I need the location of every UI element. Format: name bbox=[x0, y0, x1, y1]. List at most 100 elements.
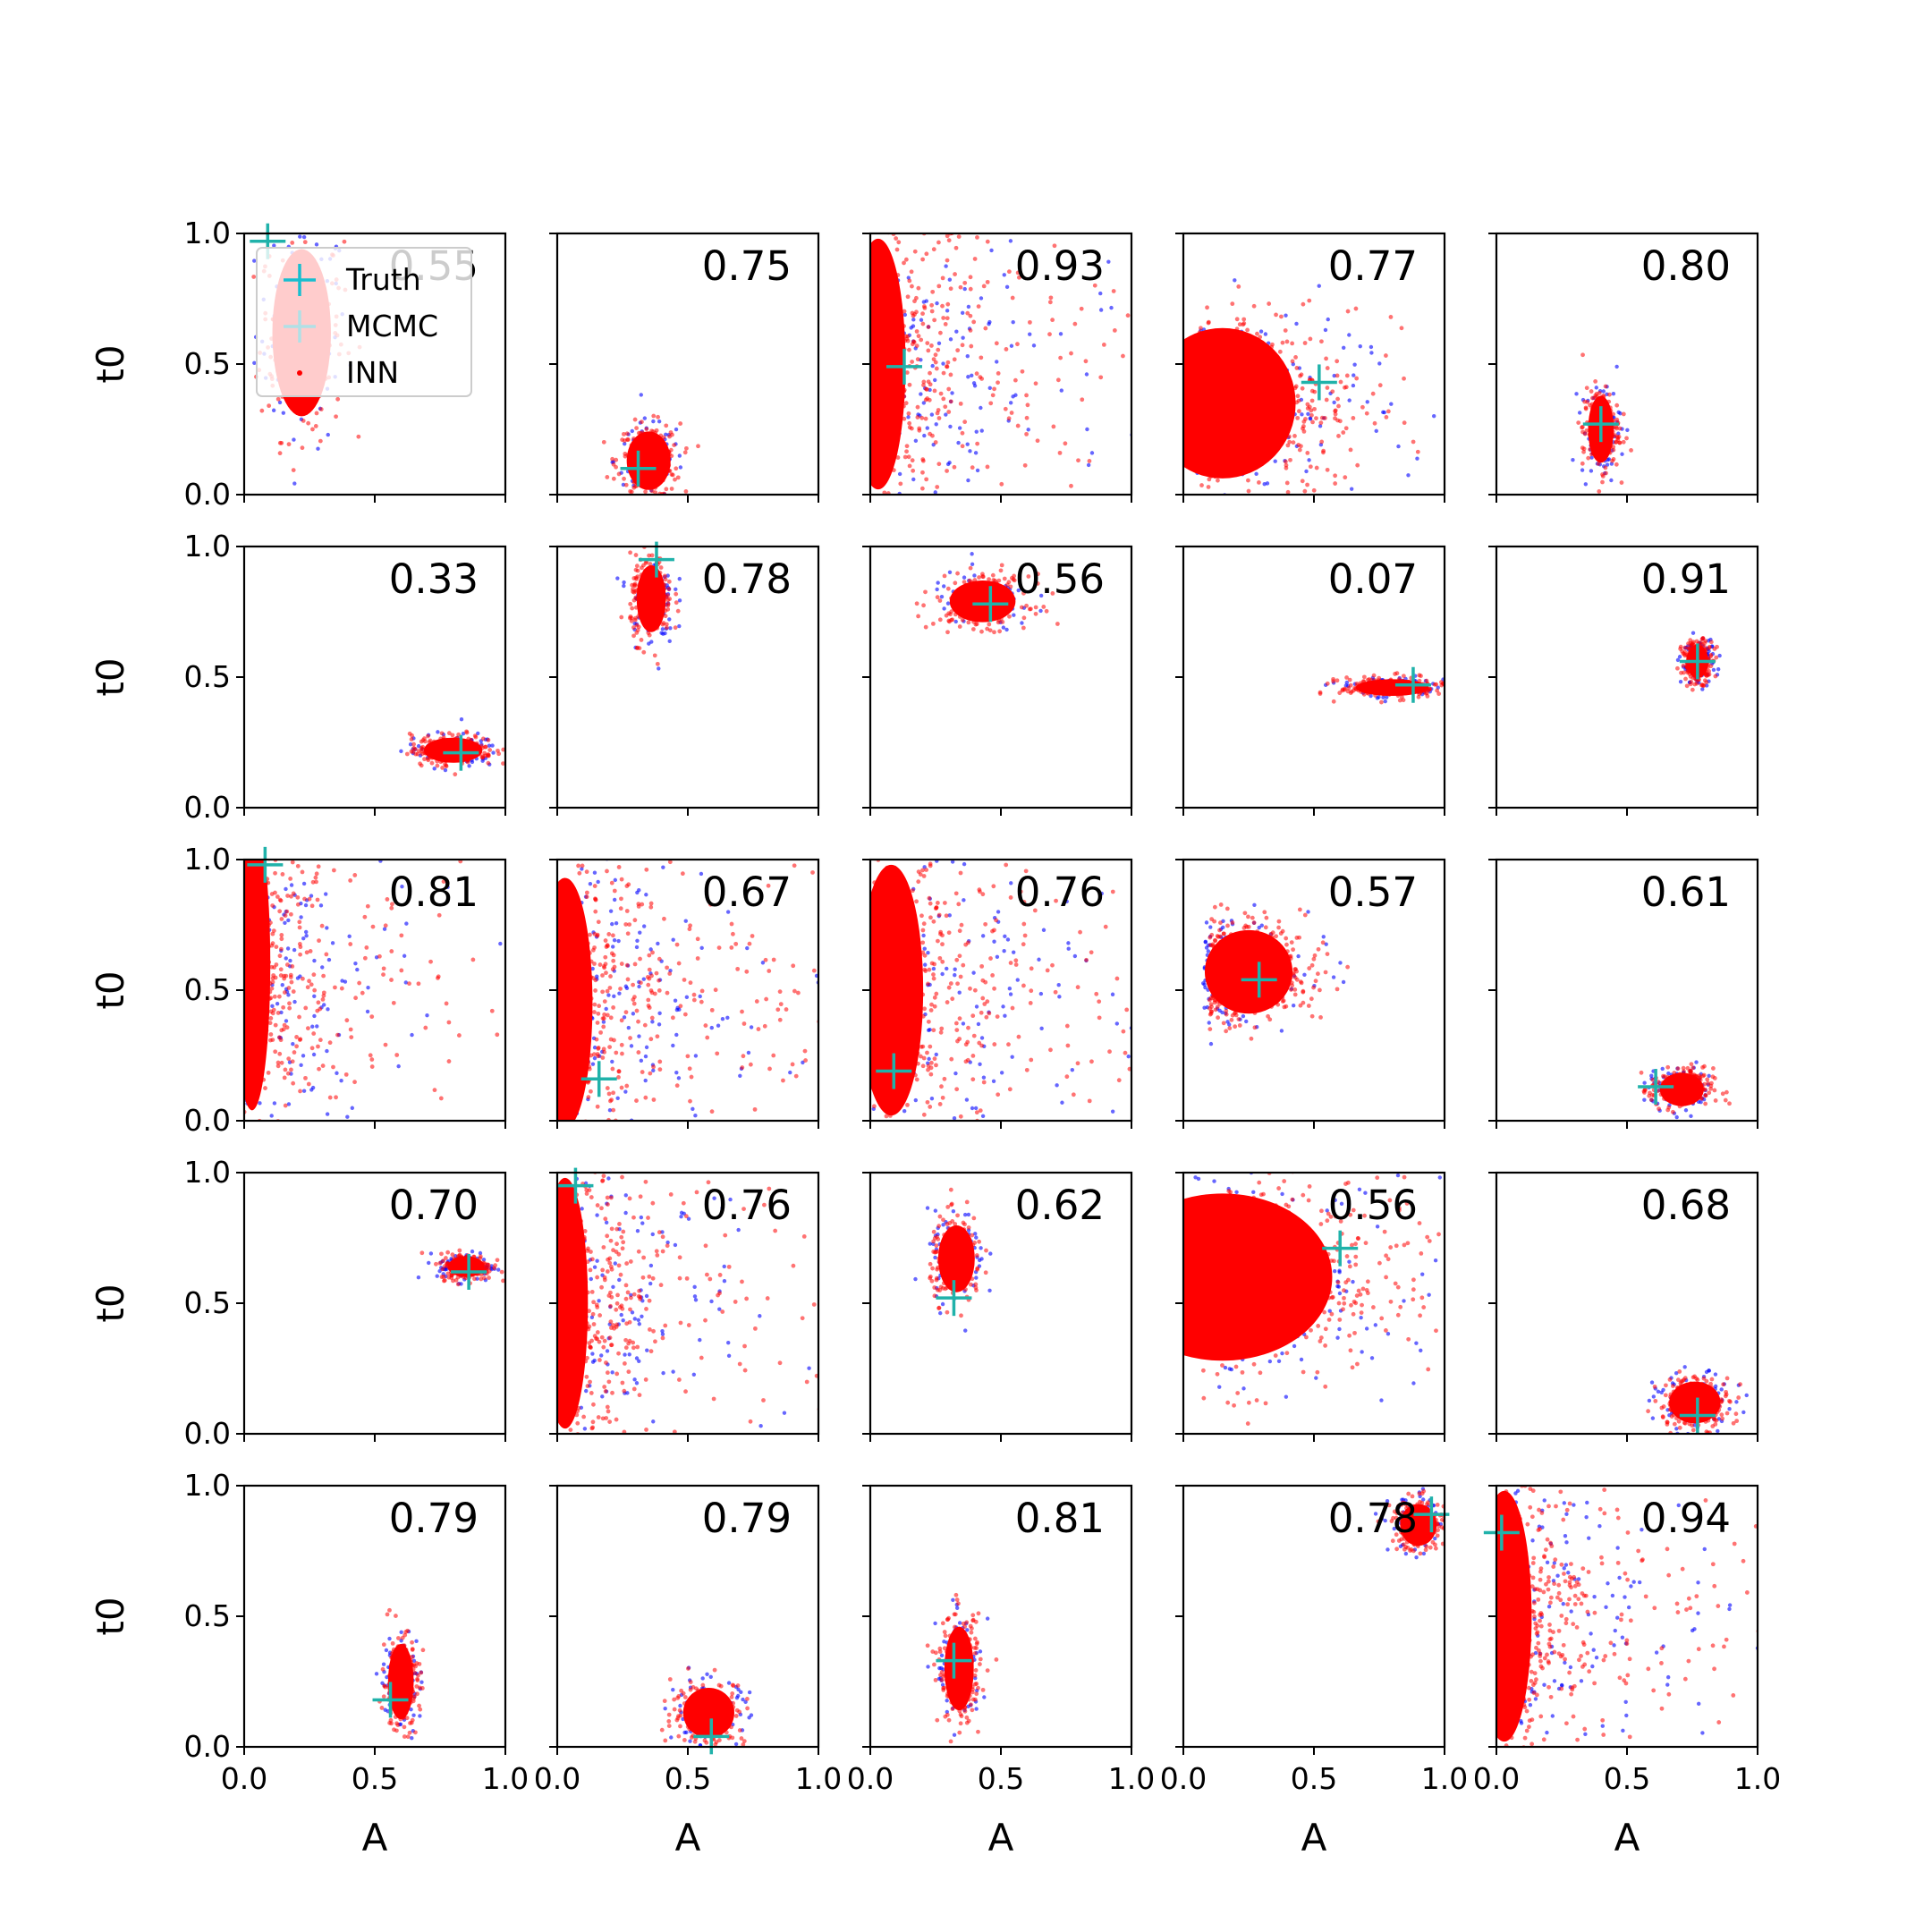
inn-point bbox=[1399, 326, 1404, 331]
inn-point bbox=[1233, 381, 1239, 386]
inn-point bbox=[648, 904, 654, 910]
inn-point bbox=[1087, 459, 1092, 463]
inn-point bbox=[1326, 500, 1330, 504]
inn-point bbox=[619, 1018, 624, 1023]
mcmc-point bbox=[1369, 351, 1374, 355]
mcmc-point bbox=[949, 506, 953, 510]
mcmc-point bbox=[964, 1097, 970, 1102]
inn-point bbox=[646, 1164, 650, 1168]
inn-point bbox=[882, 369, 886, 373]
inn-point bbox=[948, 286, 953, 292]
inn-point bbox=[479, 755, 485, 760]
y-tick-label: 0.5 bbox=[184, 972, 231, 1007]
mcmc-point bbox=[1332, 400, 1336, 405]
inn-point bbox=[889, 419, 894, 424]
inn-point bbox=[946, 386, 952, 392]
inn-point bbox=[884, 434, 888, 439]
inn-point bbox=[654, 970, 659, 976]
mcmc-point bbox=[895, 529, 899, 532]
inn-point bbox=[667, 860, 673, 865]
inn-point bbox=[981, 284, 987, 289]
inn-point bbox=[648, 1037, 654, 1042]
inn-point bbox=[933, 440, 938, 445]
inn-point bbox=[651, 441, 656, 446]
inn-point bbox=[1079, 306, 1084, 311]
inn-point bbox=[921, 379, 927, 385]
mcmc-point bbox=[309, 1088, 314, 1092]
inn-point bbox=[309, 982, 314, 987]
inn-point bbox=[1214, 408, 1219, 412]
inn-point bbox=[642, 593, 648, 598]
inn-point bbox=[279, 933, 284, 937]
inn-point bbox=[1267, 301, 1272, 306]
inn-point bbox=[594, 1164, 598, 1168]
inn-point bbox=[662, 582, 667, 588]
inn-point bbox=[1307, 404, 1312, 410]
mcmc-point bbox=[674, 427, 679, 432]
inn-point bbox=[658, 565, 664, 570]
mcmc-point bbox=[683, 1220, 687, 1224]
inn-point bbox=[1401, 674, 1406, 679]
mcmc-point bbox=[487, 743, 492, 748]
mcmc-point bbox=[1618, 411, 1623, 416]
inn-point bbox=[571, 969, 576, 974]
inn-point bbox=[854, 1015, 859, 1020]
mcmc-point bbox=[947, 570, 953, 574]
inn-point bbox=[1285, 411, 1291, 416]
inn-point bbox=[940, 303, 945, 309]
mcmc-point bbox=[738, 1073, 742, 1079]
inn-point bbox=[885, 439, 890, 444]
inn-point bbox=[619, 896, 623, 902]
inn-point bbox=[1373, 682, 1378, 687]
inn-point bbox=[420, 738, 426, 742]
mcmc-point bbox=[1027, 211, 1030, 215]
inn-point bbox=[1201, 465, 1206, 470]
inn-point bbox=[1198, 359, 1203, 364]
mcmc-point bbox=[277, 400, 283, 405]
inn-point bbox=[958, 284, 963, 290]
inn-point bbox=[1343, 475, 1348, 480]
inn-point bbox=[590, 976, 596, 980]
inn-point bbox=[965, 933, 970, 937]
inn-point bbox=[936, 416, 942, 420]
inn-point bbox=[1275, 503, 1280, 507]
inn-point bbox=[651, 1097, 657, 1102]
inn-point bbox=[300, 869, 305, 875]
inn-point bbox=[699, 999, 704, 1004]
inn-point bbox=[332, 1148, 336, 1152]
inn-point bbox=[251, 979, 257, 985]
mcmc-point bbox=[287, 817, 291, 820]
inn-point bbox=[267, 960, 272, 965]
inn-point bbox=[1220, 521, 1224, 525]
mcmc-point bbox=[1577, 411, 1582, 415]
inn-point bbox=[969, 343, 974, 349]
inn-point bbox=[1309, 388, 1315, 394]
inn-point bbox=[289, 835, 293, 839]
inn-point bbox=[1229, 451, 1234, 456]
inn-point bbox=[283, 1159, 287, 1164]
inn-point bbox=[1021, 615, 1027, 621]
inn-point bbox=[640, 598, 646, 603]
mcmc-point bbox=[677, 576, 682, 581]
inn-point bbox=[660, 622, 665, 627]
inn-point bbox=[1266, 416, 1271, 421]
mcmc-point bbox=[1352, 373, 1356, 377]
mcmc-point bbox=[286, 818, 290, 822]
inn-point bbox=[305, 845, 309, 850]
inn-point bbox=[802, 1048, 808, 1054]
mcmc-point bbox=[979, 428, 984, 433]
inn-point bbox=[1311, 487, 1317, 493]
inn-point bbox=[1141, 279, 1146, 284]
mcmc-point bbox=[893, 212, 896, 216]
inn-point bbox=[664, 464, 668, 470]
inn-point bbox=[559, 923, 564, 928]
inn-point bbox=[920, 321, 926, 326]
inn-point bbox=[803, 1058, 808, 1063]
mcmc-point bbox=[642, 416, 648, 420]
inn-point bbox=[349, 1035, 354, 1040]
inn-point bbox=[277, 953, 283, 959]
inn-point bbox=[1083, 359, 1089, 364]
scatter-points bbox=[399, 717, 505, 777]
inn-point bbox=[289, 894, 293, 899]
inn-point bbox=[578, 1018, 583, 1022]
